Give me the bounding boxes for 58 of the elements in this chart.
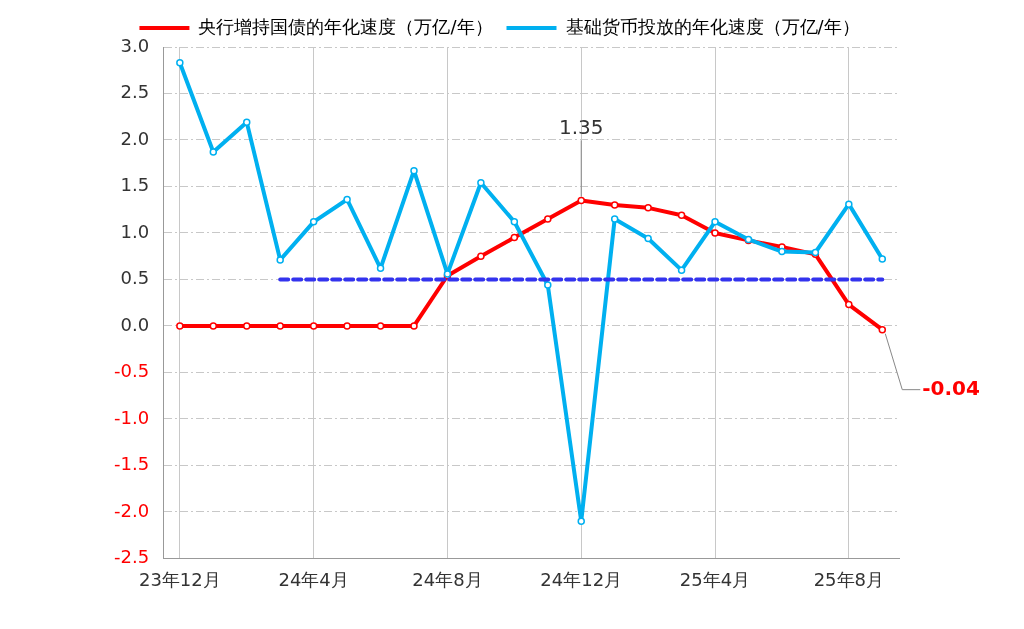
y-tick-label: 1.5 (120, 174, 150, 196)
y-tick-label: 3.0 (120, 34, 150, 56)
point (577, 517, 585, 525)
y-tick-label: 0.5 (120, 267, 150, 289)
point (176, 322, 184, 330)
point (376, 264, 385, 273)
point (376, 322, 385, 330)
point (477, 252, 485, 260)
point (544, 281, 552, 289)
y-tick-label: 1.0 (120, 220, 150, 242)
point (878, 325, 887, 334)
y-tick-label: 2.5 (120, 81, 150, 103)
point (309, 218, 318, 226)
point (778, 247, 786, 256)
point (510, 233, 519, 242)
point (577, 196, 585, 205)
x-tick-label: 25年4月 (679, 568, 751, 590)
point (544, 215, 552, 223)
y-tick-label: -2.5 (114, 546, 150, 568)
point (209, 148, 218, 156)
point (711, 229, 719, 237)
data-label: 1.35 (558, 114, 604, 139)
y-tick-label: -1.0 (114, 406, 150, 428)
point (410, 322, 418, 330)
data-label: -0.04 (922, 375, 980, 400)
point (644, 234, 652, 243)
point (711, 218, 719, 226)
x-tick-label: 25年8月 (813, 568, 885, 590)
point (610, 201, 619, 209)
point (343, 322, 351, 330)
point (677, 211, 686, 220)
point (845, 300, 853, 309)
y-tick-label: -0.5 (114, 360, 150, 382)
point (343, 195, 351, 204)
point (242, 322, 251, 330)
legend-label: 央行增持国债的年化速度（万亿/年） (198, 15, 493, 37)
y-tick-label: -1.5 (114, 453, 150, 475)
point (510, 218, 519, 226)
point (610, 215, 619, 223)
x-tick-label: 24年4月 (278, 568, 349, 590)
y-tick-label: -2.0 (114, 499, 150, 521)
x-tick-label: 24年8月 (412, 568, 483, 590)
point (309, 322, 318, 330)
y-tick-label: 2.0 (120, 127, 150, 149)
point (209, 322, 218, 330)
point (644, 204, 652, 212)
point (276, 256, 284, 264)
x-tick-label: 23年12月 (138, 568, 221, 590)
legend-label: 基础货币投放的年化速度（万亿/年） (565, 15, 860, 37)
point (242, 118, 251, 127)
point (845, 200, 853, 208)
point (276, 322, 284, 330)
y-tick-label: 0.0 (120, 313, 150, 335)
point (677, 266, 686, 274)
x-tick-label: 24年12月 (540, 568, 623, 590)
point (176, 59, 184, 67)
point (878, 255, 887, 263)
point (477, 179, 485, 187)
